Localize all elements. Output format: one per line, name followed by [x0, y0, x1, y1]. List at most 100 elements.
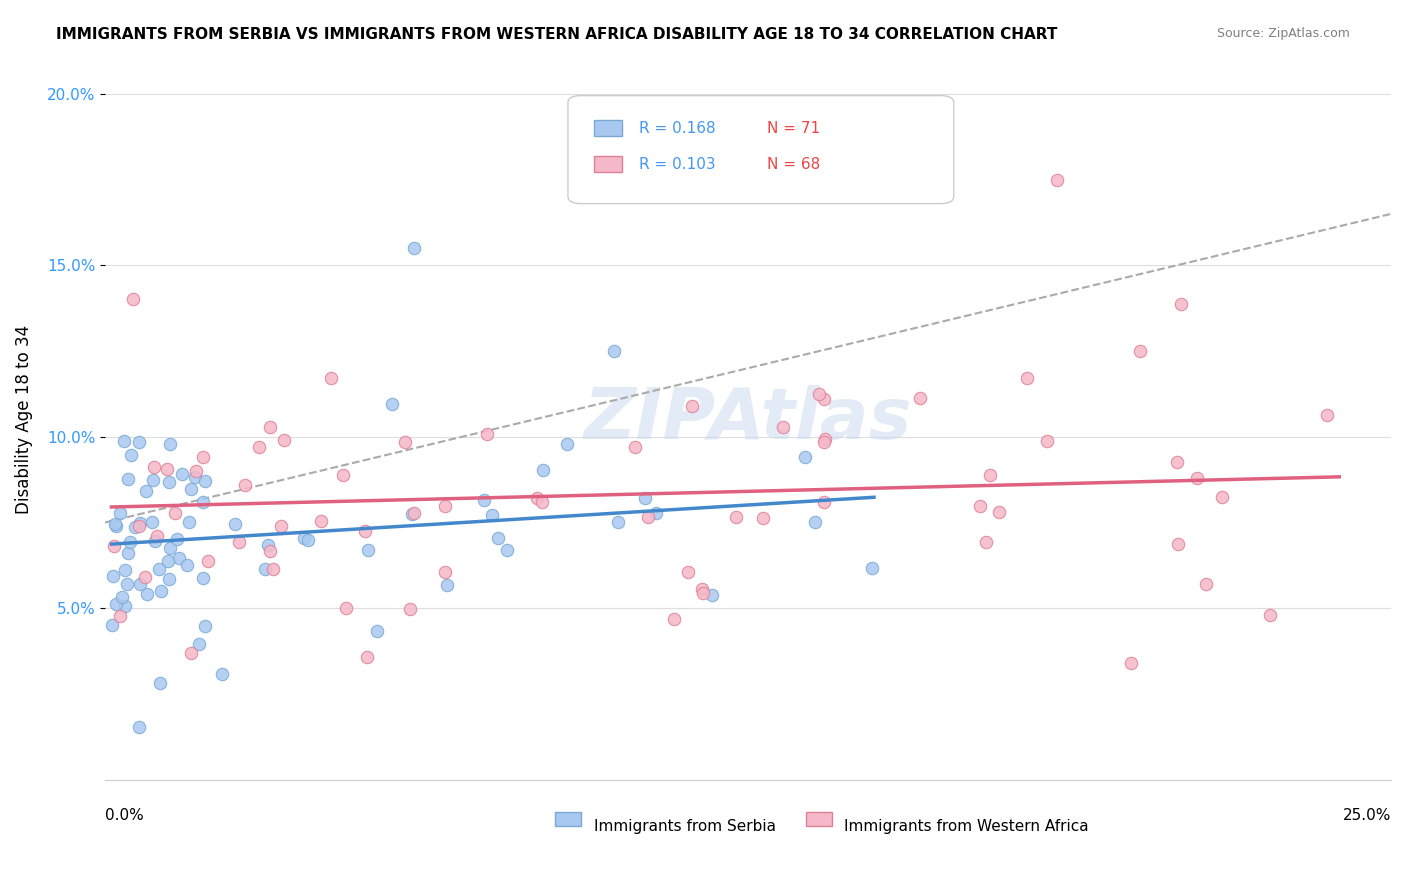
Point	[128, 516, 150, 530]
Point	[120, 448, 142, 462]
Point	[526, 491, 548, 505]
Point	[179, 515, 201, 529]
Point	[156, 462, 179, 476]
Text: IMMIGRANTS FROM SERBIA VS IMMIGRANTS FROM WESTERN AFRICA DISABILITY AGE 18 TO 34: IMMIGRANTS FROM SERBIA VS IMMIGRANTS FRO…	[56, 27, 1057, 42]
Text: R = 0.168: R = 0.168	[638, 120, 716, 136]
FancyBboxPatch shape	[593, 156, 621, 172]
Point	[128, 518, 150, 533]
Point	[170, 467, 193, 482]
Point	[149, 675, 172, 690]
Point	[353, 524, 375, 539]
Point	[1195, 577, 1218, 591]
Point	[143, 459, 166, 474]
Point	[224, 517, 246, 532]
Point	[475, 426, 498, 441]
Point	[111, 590, 134, 604]
Point	[114, 599, 136, 613]
Point	[623, 440, 645, 454]
Point	[148, 562, 170, 576]
Point	[184, 464, 207, 478]
Point	[257, 538, 280, 552]
Point	[143, 533, 166, 548]
Point	[401, 507, 423, 521]
Point	[496, 542, 519, 557]
Point	[135, 586, 157, 600]
Point	[436, 578, 458, 592]
Point	[159, 541, 181, 556]
Point	[105, 597, 128, 611]
Point	[531, 463, 554, 477]
Point	[402, 241, 425, 255]
Point	[434, 500, 457, 514]
Text: Immigrants from Serbia: Immigrants from Serbia	[593, 819, 776, 834]
FancyBboxPatch shape	[593, 120, 621, 136]
Point	[1170, 297, 1192, 311]
Point	[1258, 608, 1281, 623]
Point	[259, 544, 281, 558]
Point	[1211, 490, 1233, 504]
Point	[860, 560, 883, 574]
Point	[321, 370, 343, 384]
Point	[117, 472, 139, 486]
Point	[135, 483, 157, 498]
Point	[1166, 454, 1188, 468]
Point	[259, 419, 281, 434]
Point	[681, 399, 703, 413]
Point	[176, 558, 198, 573]
Point	[108, 507, 131, 521]
Point	[103, 569, 125, 583]
Point	[101, 618, 124, 632]
Point	[356, 649, 378, 664]
Point	[197, 554, 219, 568]
Point	[124, 520, 146, 534]
Point	[180, 482, 202, 496]
Text: ZIPAtlas: ZIPAtlas	[583, 385, 912, 454]
Point	[273, 434, 295, 448]
Point	[335, 600, 357, 615]
Point	[813, 495, 835, 509]
Point	[159, 437, 181, 451]
Text: 0.0%: 0.0%	[105, 808, 143, 823]
Point	[700, 588, 723, 602]
Point	[122, 292, 145, 306]
Text: Immigrants from Western Africa: Immigrants from Western Africa	[845, 819, 1090, 834]
FancyBboxPatch shape	[568, 95, 953, 203]
Point	[118, 534, 141, 549]
Point	[357, 543, 380, 558]
Point	[104, 517, 127, 532]
Text: N = 71: N = 71	[768, 120, 821, 136]
Text: Source: ZipAtlas.com: Source: ZipAtlas.com	[1216, 27, 1350, 40]
Point	[142, 473, 165, 487]
Point	[634, 491, 657, 505]
Point	[188, 637, 211, 651]
Point	[807, 387, 830, 401]
Point	[794, 450, 817, 465]
Point	[394, 435, 416, 450]
Point	[1129, 344, 1152, 359]
Point	[606, 515, 628, 529]
Point	[191, 495, 214, 509]
Point	[117, 546, 139, 560]
Point	[399, 602, 422, 616]
Text: 25.0%: 25.0%	[1343, 808, 1391, 823]
FancyBboxPatch shape	[806, 812, 831, 826]
Point	[1046, 172, 1069, 186]
FancyBboxPatch shape	[555, 812, 581, 826]
Point	[908, 391, 931, 405]
Point	[662, 612, 685, 626]
Point	[253, 562, 276, 576]
Point	[150, 583, 173, 598]
Point	[112, 434, 135, 449]
Point	[146, 529, 169, 543]
Point	[103, 539, 125, 553]
Point	[976, 534, 998, 549]
Point	[233, 478, 256, 492]
Point	[979, 468, 1001, 483]
Point	[381, 396, 404, 410]
Y-axis label: Disability Age 18 to 34: Disability Age 18 to 34	[15, 325, 32, 514]
Point	[1185, 470, 1208, 484]
Point	[603, 344, 626, 359]
Point	[309, 514, 332, 528]
Point	[366, 624, 388, 638]
Point	[486, 531, 509, 545]
